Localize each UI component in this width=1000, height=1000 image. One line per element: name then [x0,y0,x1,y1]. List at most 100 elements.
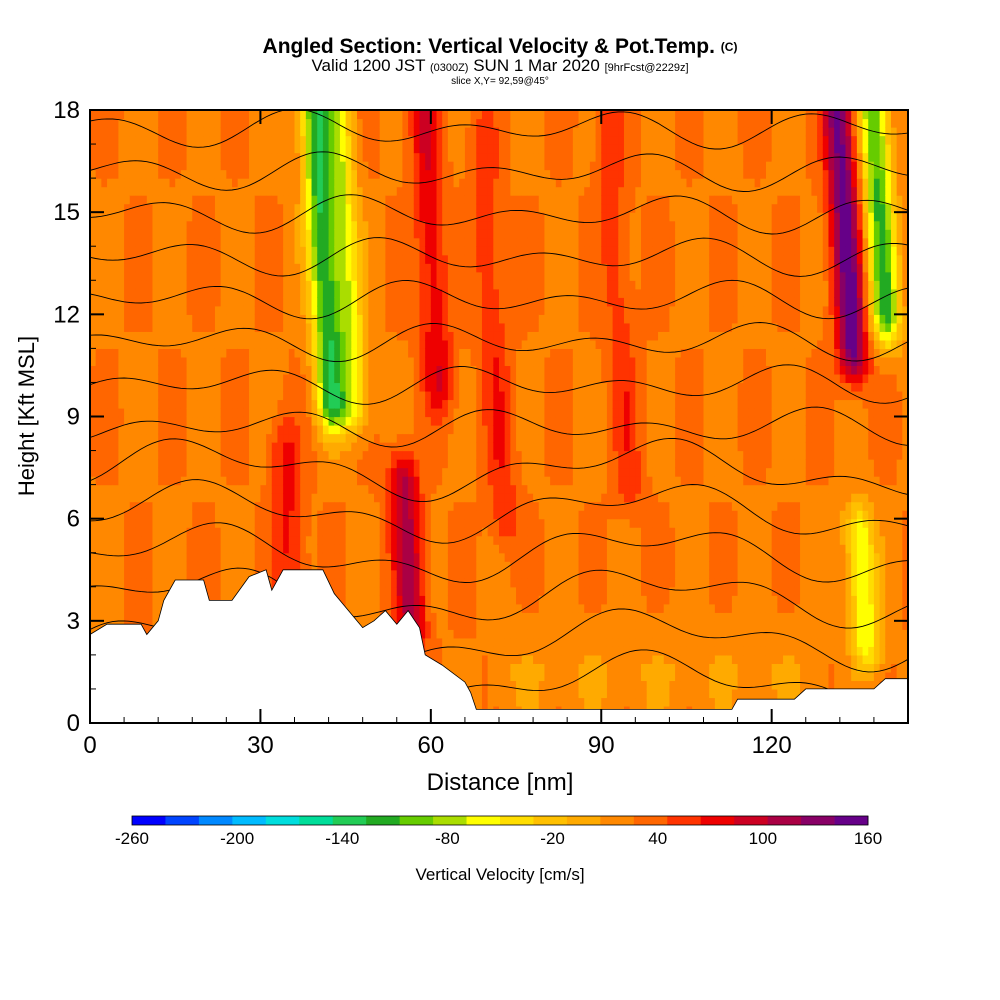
field-cell [464,152,472,162]
field-cell [237,263,244,273]
field-cell [339,442,347,452]
field-cell [413,356,421,367]
field-cell [305,467,313,477]
field-cell [408,578,415,588]
field-cell [368,484,375,494]
field-cell [408,348,415,358]
field-cell [209,407,216,418]
field-cell [220,186,227,196]
field-cell [107,220,114,230]
field-cell [322,263,330,273]
field-cell [141,127,148,137]
field-cell [129,356,137,367]
field-cell [334,535,341,545]
field-cell [413,433,421,443]
field-cell [226,476,233,486]
field-cell [152,586,159,596]
field-cell [470,229,477,239]
field-cell [90,586,97,596]
field-cell [197,501,205,511]
field-cell [226,195,233,205]
field-cell [396,339,404,349]
field-cell [226,442,233,452]
field-cell [266,203,273,213]
field-cell [379,178,386,188]
field-cell [362,331,369,341]
field-cell [470,561,477,571]
field-cell [90,595,97,605]
field-cell [334,407,341,418]
field-cell [356,356,364,367]
field-cell [152,348,159,358]
field-cell [317,390,324,401]
field-cell [107,569,114,579]
field-cell [220,390,227,401]
field-cell [339,144,347,154]
field-cell [283,280,290,290]
field-cell [107,510,114,520]
field-cell [254,305,262,315]
field-cell [197,127,205,137]
field-cell [436,416,443,426]
field-cell [430,297,438,307]
field-cell [243,135,250,145]
field-cell [447,501,455,511]
field-cell [141,118,148,128]
field-cell [232,467,239,477]
field-cell [95,127,102,137]
field-cell [351,552,358,562]
field-cell [345,535,352,545]
field-cell [362,467,369,477]
field-cell [334,246,341,256]
field-cell [209,552,216,562]
field-cell [107,229,114,239]
field-cell [391,135,398,145]
field-cell [385,407,392,418]
field-cell [101,467,108,477]
field-cell [470,390,477,401]
field-cell [243,407,250,418]
field-cell [476,322,483,332]
field-cell [237,382,244,392]
field-cell [334,203,341,213]
field-cell [266,348,273,358]
field-cell [101,118,108,128]
field-cell [379,407,386,418]
field-cell [294,484,301,494]
field-cell [300,322,307,332]
field-cell [294,186,301,196]
field-cell [328,280,335,290]
field-cell [124,603,131,613]
field-cell [442,407,449,418]
field-cell [459,654,466,664]
field-cell [90,535,97,545]
field-cell [146,288,154,298]
field-cell [317,229,324,239]
field-cell [345,518,352,528]
field-cell [453,654,460,664]
field-cell [356,527,364,537]
field-cell [311,305,318,315]
field-cell [385,271,392,281]
field-cell [129,527,137,537]
field-cell [271,433,279,443]
field-cell [237,365,244,375]
field-cell [470,603,477,613]
field-cell [220,450,227,460]
field-cell [260,314,267,324]
field-cell [476,620,483,630]
field-cell [266,110,273,120]
field-cell [402,118,409,128]
field-cell [351,493,358,503]
field-cell [300,561,307,571]
field-cell [328,178,335,188]
field-cell [146,135,154,145]
field-cell [249,416,256,426]
field-cell [385,569,392,579]
field-cell [118,186,125,196]
field-cell [430,212,438,222]
field-cell [391,263,398,273]
field-cell [163,407,171,418]
field-cell [453,135,460,145]
field-cell [481,595,489,605]
